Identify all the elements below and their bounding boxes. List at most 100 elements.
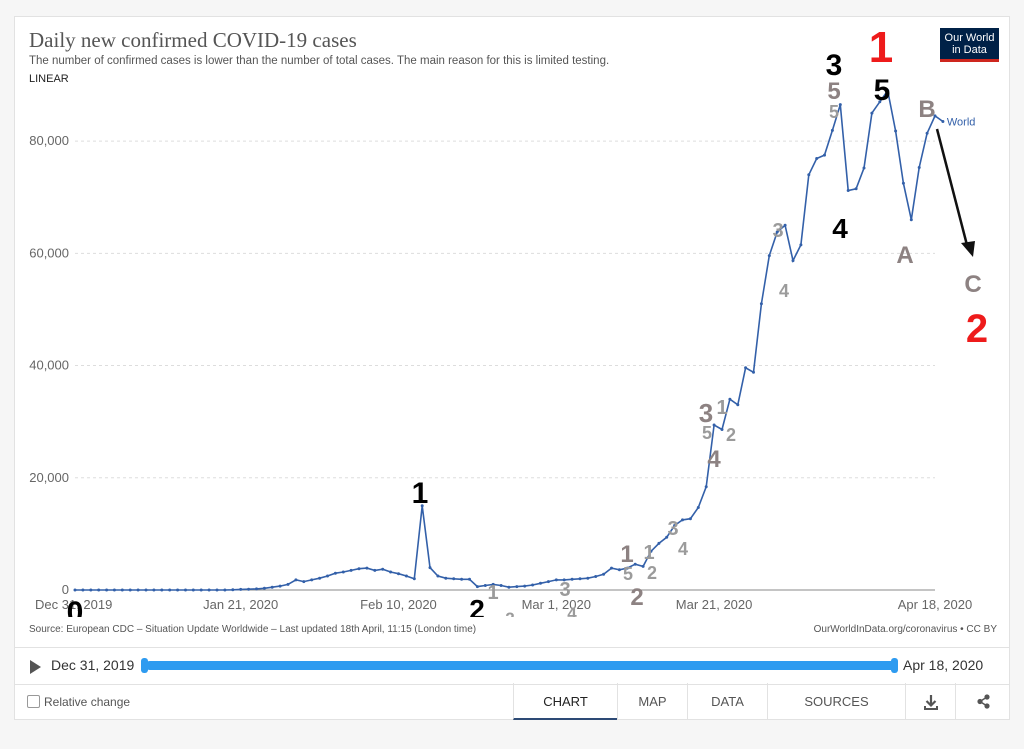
data-point (483, 584, 487, 587)
data-point (578, 577, 582, 581)
data-point (720, 428, 724, 431)
wave-label: 5 (702, 423, 712, 443)
data-point (491, 582, 495, 586)
data-point (231, 588, 235, 592)
wave-label: 3 (699, 398, 713, 428)
data-point (420, 504, 424, 508)
data-point (744, 366, 748, 370)
data-point (278, 584, 282, 588)
data-point (436, 574, 440, 578)
tab-chart[interactable]: CHART (513, 683, 617, 720)
data-point (365, 566, 369, 570)
data-point (515, 585, 519, 589)
arrow-line (935, 128, 970, 250)
data-point (681, 518, 684, 522)
wave-label: 1 (412, 477, 429, 510)
data-point (89, 588, 93, 592)
timeline-end-handle[interactable] (891, 658, 898, 673)
data-point (73, 588, 77, 592)
data-point (775, 230, 779, 234)
source-link[interactable]: OurWorldInData.org/coronavirus • CC BY (813, 624, 997, 635)
wave-label: 3 (772, 220, 783, 242)
x-tick-label: Apr 18, 2020 (898, 597, 972, 612)
tab-data[interactable]: DATA (687, 683, 767, 720)
x-tick-label: Feb 10, 2020 (360, 597, 437, 612)
data-point (752, 370, 755, 374)
data-point (381, 567, 385, 571)
wave-label: 3 (826, 49, 843, 82)
wave-label: 2 (505, 609, 514, 617)
tab-sources[interactable]: SOURCES (767, 683, 905, 720)
chart-title: Daily new confirmed COVID-19 cases (29, 28, 357, 52)
data-point (586, 576, 590, 580)
relative-change-checkbox[interactable]: Relative change (27, 695, 130, 709)
data-point (444, 576, 448, 580)
data-point (736, 403, 740, 407)
data-point (404, 574, 408, 578)
data-point (641, 564, 645, 568)
data-point (255, 587, 258, 591)
data-point (649, 549, 653, 553)
share-icon (977, 694, 990, 709)
data-point (617, 568, 621, 572)
timeline-start-handle[interactable] (141, 658, 148, 673)
download-button[interactable] (905, 683, 955, 720)
logo-line-1: Our World (944, 32, 995, 44)
data-point (207, 588, 211, 592)
data-point (854, 187, 858, 191)
data-point (688, 517, 692, 521)
wave-label: 2 (630, 584, 643, 611)
data-point (389, 570, 393, 574)
wave-label: 4 (832, 213, 848, 244)
data-point (120, 588, 124, 592)
data-point (909, 218, 913, 222)
data-point (941, 120, 945, 123)
data-point (112, 588, 116, 592)
data-point (696, 506, 700, 509)
data-point (878, 100, 882, 104)
data-point (223, 588, 227, 592)
wave-label: 5 (874, 74, 891, 107)
data-point (184, 588, 187, 592)
data-point (262, 586, 266, 590)
checkbox-box[interactable] (27, 695, 40, 708)
data-point (602, 572, 606, 576)
data-point (815, 157, 819, 160)
x-tick-label: Dec 31, 2019 (35, 597, 112, 612)
wave-label: 4 (707, 446, 721, 473)
logo-line-2: in Data (952, 44, 987, 56)
y-tick-label: 80,000 (29, 133, 69, 148)
data-point (333, 571, 337, 575)
data-point (917, 166, 921, 169)
wave-label: 1 (716, 397, 727, 419)
y-tick-label: 40,000 (29, 358, 69, 373)
wave-label: C (964, 271, 981, 298)
data-point (657, 541, 661, 545)
timeline-track[interactable] (145, 661, 897, 670)
data-point (199, 588, 203, 592)
wave-label: 5 (827, 78, 840, 105)
data-point (460, 577, 464, 581)
data-point (554, 578, 558, 582)
data-point (783, 223, 787, 227)
wave-label: 4 (779, 281, 789, 301)
data-point (830, 128, 834, 132)
owid-logo[interactable]: Our World in Data (940, 28, 999, 62)
scale-toggle-button[interactable]: LINEAR (29, 73, 69, 85)
data-point (625, 566, 629, 570)
data-point (373, 568, 377, 572)
data-point (704, 485, 708, 489)
wave-label: 5 (829, 102, 839, 122)
data-point (791, 259, 795, 263)
data-point (136, 588, 140, 592)
data-point (270, 585, 274, 589)
data-point (665, 535, 669, 539)
data-point (499, 584, 503, 587)
data-point (886, 89, 890, 93)
data-point (823, 153, 826, 157)
play-icon[interactable] (30, 660, 41, 674)
data-point (673, 524, 677, 527)
tab-map[interactable]: MAP (617, 683, 687, 720)
share-button[interactable] (955, 683, 1009, 720)
data-point (546, 580, 550, 584)
